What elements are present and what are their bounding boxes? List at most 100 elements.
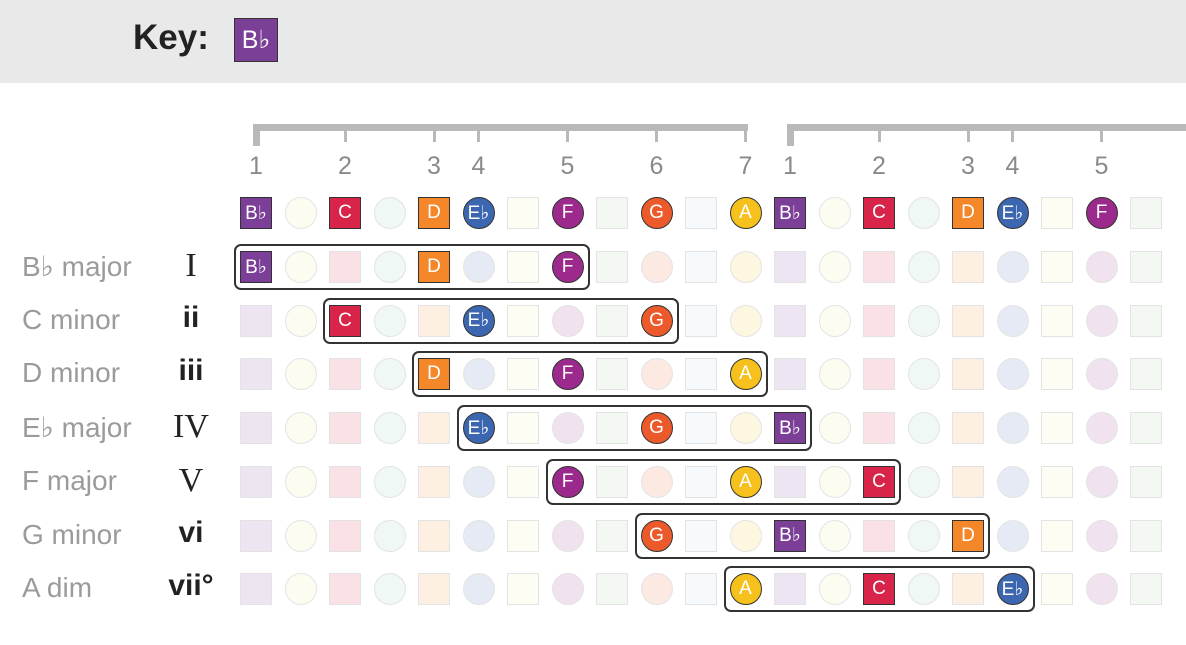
- note-square: [774, 304, 806, 337]
- note-circle: [907, 519, 940, 552]
- roman-numeral: IV: [173, 408, 209, 446]
- degree-tick: [566, 128, 569, 142]
- degree-tick: [432, 128, 436, 142]
- note-square: [685, 519, 717, 552]
- note-circle: F: [551, 197, 584, 229]
- note-square: [240, 519, 272, 552]
- note-square: [863, 304, 895, 337]
- chord-highlight-box: [323, 297, 679, 344]
- header-bar: Key: B♭: [0, 0, 1186, 83]
- scale-degree-label: 4: [1005, 152, 1020, 180]
- note-circle: E♭: [462, 304, 495, 337]
- note-circle: [1085, 304, 1118, 337]
- note-circle: [640, 573, 673, 606]
- note-square: [1130, 412, 1162, 445]
- octave-bracket-cap: [787, 124, 794, 146]
- note-circle: [729, 251, 762, 283]
- note-square: [863, 358, 895, 391]
- note-square: [774, 573, 806, 606]
- degree-tick: [744, 128, 747, 142]
- note-circle: [996, 465, 1029, 498]
- scale-degree-label: 3: [427, 152, 441, 180]
- note-circle: [640, 465, 673, 498]
- note-square: C: [863, 573, 895, 606]
- chord-highlight-box: [234, 244, 590, 290]
- note-circle: A: [729, 358, 762, 391]
- note-square: [507, 519, 539, 552]
- note-circle: [462, 465, 495, 498]
- note-circle: [907, 251, 940, 283]
- note-square: [329, 358, 361, 391]
- note-square: [1041, 573, 1073, 606]
- note-square: [329, 573, 361, 606]
- note-square: [863, 519, 895, 552]
- note-square: D: [952, 519, 984, 552]
- note-square: [240, 358, 272, 391]
- note-square: [685, 304, 717, 337]
- note-circle: [284, 358, 317, 391]
- scale-degree-label: 5: [560, 152, 575, 180]
- note-square: [1130, 519, 1162, 552]
- note-circle: [729, 412, 762, 445]
- roman-numeral: vii°: [168, 569, 214, 603]
- note-circle: [284, 519, 317, 552]
- note-square: [774, 251, 806, 283]
- note-circle: [818, 251, 851, 283]
- note-square: B♭: [240, 197, 272, 229]
- note-square: C: [863, 465, 895, 498]
- note-circle: F: [551, 358, 584, 391]
- note-square: [329, 251, 361, 283]
- note-circle: [907, 412, 940, 445]
- scale-degree-label: 2: [338, 152, 352, 180]
- note-square: B♭: [774, 519, 806, 552]
- note-circle: [1085, 573, 1118, 606]
- note-square: [240, 412, 272, 445]
- chord-name: A dim: [22, 572, 93, 604]
- note-square: [418, 465, 450, 498]
- note-square: B♭: [774, 197, 806, 229]
- note-circle: [373, 251, 406, 283]
- scale-degree-label: 4: [471, 152, 486, 180]
- scale-degree-label: 1: [783, 152, 797, 180]
- note-square: [685, 465, 717, 498]
- note-circle: [907, 465, 940, 498]
- degree-tick: [877, 128, 881, 142]
- roman-numeral: ii: [182, 300, 200, 334]
- note-circle: G: [640, 197, 673, 229]
- note-circle: [373, 573, 406, 606]
- note-square: [596, 304, 628, 337]
- scale-degree-label: 1: [249, 152, 263, 180]
- note-square: [1130, 251, 1162, 283]
- note-circle: E♭: [462, 412, 495, 445]
- note-square: [1041, 197, 1073, 229]
- note-square: [774, 465, 806, 498]
- note-square: [596, 573, 628, 606]
- key-label: Key:: [133, 18, 209, 57]
- note-circle: [818, 465, 851, 498]
- note-square: [952, 412, 984, 445]
- note-circle: [640, 251, 673, 283]
- note-circle: [462, 358, 495, 391]
- note-circle: [373, 412, 406, 445]
- note-square: C: [863, 197, 895, 229]
- note-circle: F: [1085, 197, 1118, 229]
- note-circle: [284, 304, 317, 337]
- note-circle: [1085, 519, 1118, 552]
- chord-name: E♭ major: [22, 412, 132, 444]
- chord-name: F major: [22, 464, 117, 496]
- note-circle: [818, 358, 851, 391]
- degree-tick: [477, 128, 480, 142]
- note-circle: [996, 251, 1029, 283]
- note-circle: [996, 304, 1029, 337]
- roman-numeral: vi: [178, 515, 204, 549]
- note-circle: E♭: [996, 197, 1029, 229]
- note-circle: [284, 251, 317, 283]
- note-square: D: [418, 197, 450, 229]
- note-square: [507, 251, 539, 283]
- note-circle: [907, 304, 940, 337]
- note-circle: G: [640, 304, 673, 337]
- note-square: [952, 358, 984, 391]
- note-square: [596, 251, 628, 283]
- note-square: [1041, 251, 1073, 283]
- note-square: [1041, 304, 1073, 337]
